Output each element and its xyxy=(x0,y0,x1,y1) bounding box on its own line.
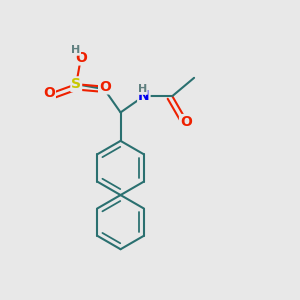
Text: O: O xyxy=(99,80,111,94)
Text: H: H xyxy=(138,84,147,94)
Text: O: O xyxy=(75,51,87,64)
Text: N: N xyxy=(138,89,150,103)
Text: H: H xyxy=(71,45,80,55)
Text: S: S xyxy=(71,77,81,91)
Text: O: O xyxy=(43,86,55,100)
Text: O: O xyxy=(180,115,192,129)
